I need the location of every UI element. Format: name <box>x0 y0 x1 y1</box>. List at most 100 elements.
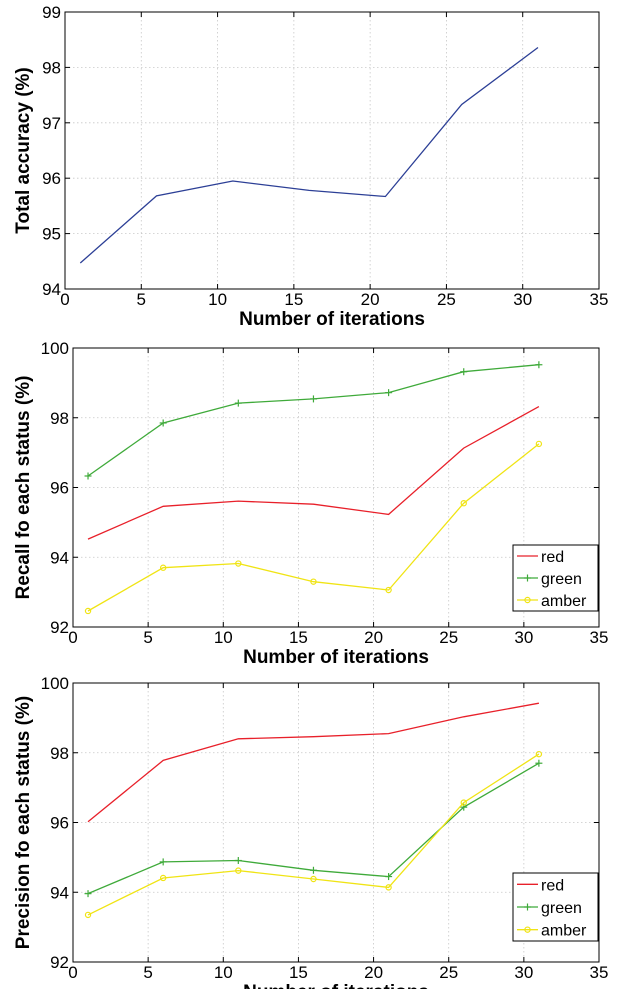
y-tick-label: 92 <box>50 618 69 637</box>
axes-box <box>64 11 600 290</box>
data-point <box>460 499 467 507</box>
x-tick-label: 5 <box>143 628 152 647</box>
legend-marker-green <box>524 574 531 582</box>
x-tick-label: 25 <box>437 290 456 309</box>
data-point <box>84 472 92 480</box>
y-tick-label: 96 <box>50 479 69 498</box>
x-tick-label: 15 <box>289 628 308 647</box>
series-line-red <box>87 406 540 540</box>
y-tick-label: 94 <box>42 280 61 299</box>
x-axis-title: Number of iterations <box>243 982 429 989</box>
y-tick-label: 96 <box>50 814 69 833</box>
series-green <box>84 361 543 480</box>
y-tick-label: 98 <box>50 744 69 763</box>
x-tick-label: 15 <box>289 963 308 982</box>
x-tick-label: 0 <box>68 628 77 647</box>
data-point <box>535 361 543 369</box>
data-point <box>535 750 543 758</box>
legend: red green amber <box>512 872 599 942</box>
series-amber <box>84 440 543 615</box>
legend-label-amber: amber <box>541 593 587 610</box>
x-tick-label: 30 <box>514 628 533 647</box>
series-line-red <box>87 702 540 823</box>
plot-area <box>73 683 599 962</box>
x-tick-label: 0 <box>60 290 69 309</box>
data-point <box>535 440 543 448</box>
y-tick-label: 100 <box>41 674 69 693</box>
y-axis-title: Precision fo each status (%) <box>13 696 34 949</box>
data-point <box>159 874 167 882</box>
x-tick-label: 25 <box>439 628 458 647</box>
x-tick-label: 20 <box>364 963 383 982</box>
legend-label-red: red <box>541 549 564 566</box>
data-point <box>234 857 242 865</box>
plot-area <box>73 348 599 627</box>
plot-area <box>65 12 599 289</box>
data-point <box>84 890 92 898</box>
y-tick-label: 98 <box>50 409 69 428</box>
data-point <box>385 389 393 397</box>
x-tick-label: 25 <box>439 963 458 982</box>
series-line-amber <box>87 753 540 916</box>
data-point <box>535 759 543 767</box>
series-red <box>87 406 540 540</box>
x-tick-label: 30 <box>513 290 532 309</box>
data-point <box>310 875 317 883</box>
data-point <box>159 858 167 866</box>
x-axis-title: Number of iterations <box>239 309 425 330</box>
legend-label-green: green <box>541 900 582 917</box>
x-axis-title: Number of iterations <box>243 647 429 668</box>
y-axis-title: Recall fo each status (%) <box>13 376 34 600</box>
x-tick-label: 20 <box>364 628 383 647</box>
y-tick-label: 94 <box>50 883 69 902</box>
data-point <box>84 607 92 615</box>
legend-marker-amber <box>524 926 531 933</box>
x-tick-label: 10 <box>214 963 233 982</box>
x-tick-label: 10 <box>214 628 233 647</box>
data-point <box>385 586 392 594</box>
data-point <box>309 395 317 403</box>
y-tick-label: 95 <box>42 225 61 244</box>
legend-marker-amber <box>524 596 531 604</box>
y-tick-label: 92 <box>50 953 69 972</box>
x-tick-label: 0 <box>68 963 77 982</box>
x-tick-label: 5 <box>143 963 152 982</box>
data-point <box>234 399 242 407</box>
data-point <box>385 873 393 881</box>
x-tick-label: 20 <box>361 290 380 309</box>
legend: red green amber <box>512 544 599 612</box>
data-point <box>460 368 468 376</box>
series-amber <box>84 750 543 919</box>
y-tick-label: 98 <box>42 58 61 77</box>
chart-panel-1: 0 5 10 15 20 25 30 35 94 95 96 97 98 99 Number of iter… <box>13 3 608 330</box>
x-tick-label: 30 <box>514 963 533 982</box>
y-tick-label: 96 <box>42 169 61 188</box>
data-point <box>235 867 242 874</box>
legend-label-red: red <box>541 877 564 894</box>
legend-marker-green <box>524 903 531 911</box>
x-tick-label: 15 <box>284 290 303 309</box>
series-red <box>87 702 540 823</box>
series-line-accuracy <box>79 46 539 264</box>
data-point <box>159 419 167 427</box>
chart-panel-2: 0 5 10 15 20 25 30 35 92 94 96 98 100 Number of itera… <box>13 339 608 668</box>
series-accuracy <box>79 46 539 264</box>
data-point <box>159 564 167 571</box>
data-point <box>310 578 317 585</box>
x-tick-label: 35 <box>590 290 609 309</box>
x-tick-label: 35 <box>590 628 609 647</box>
x-tick-label: 35 <box>590 963 609 982</box>
x-tick-label: 5 <box>137 290 146 309</box>
data-point <box>84 911 92 919</box>
series-line-amber <box>87 443 540 612</box>
data-point <box>460 799 467 806</box>
legend-label-green: green <box>541 571 582 588</box>
data-point <box>309 866 317 874</box>
y-tick-label: 94 <box>50 548 69 567</box>
data-point <box>235 560 242 567</box>
y-tick-label: 97 <box>42 114 61 133</box>
y-tick-label: 99 <box>42 3 61 22</box>
chart-panel-3: 0 5 10 15 20 25 30 35 92 94 96 98 100 Number of itera… <box>13 674 608 989</box>
x-tick-label: 10 <box>208 290 227 309</box>
